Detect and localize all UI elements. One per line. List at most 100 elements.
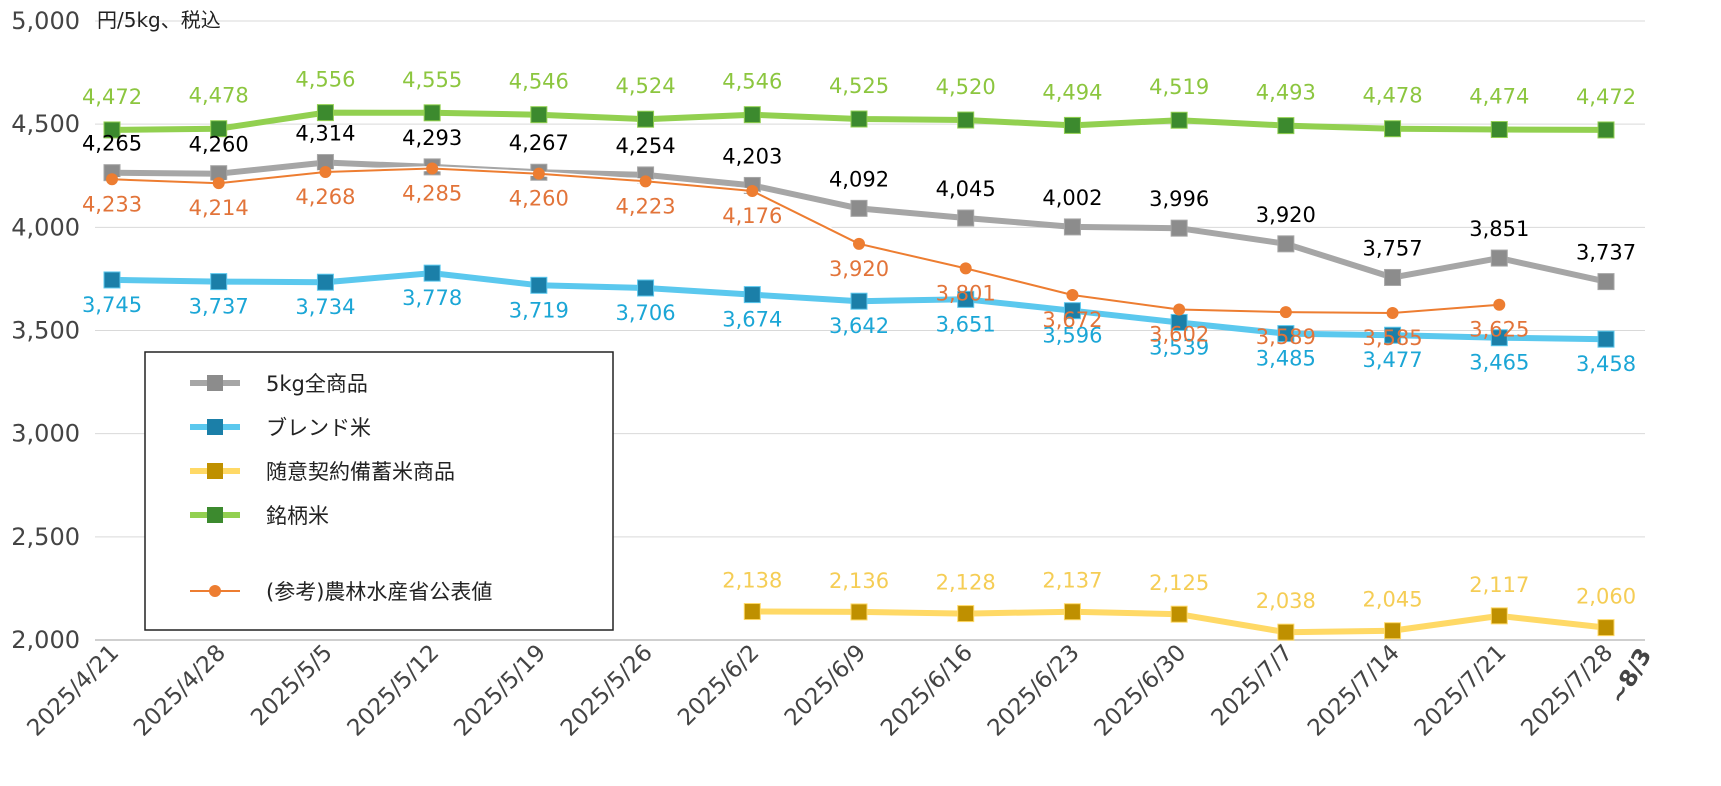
all5kg-point — [1063, 218, 1081, 236]
stockpile-point — [1277, 623, 1295, 641]
blend-data-label: 3,642 — [829, 314, 889, 338]
all5kg-data-label: 4,314 — [295, 122, 355, 146]
maff-data-label: 4,268 — [295, 185, 355, 209]
x-tick-label: 2025/6/23 — [983, 640, 1085, 742]
blend-data-label: 3,485 — [1256, 347, 1316, 371]
stockpile-point — [1490, 607, 1508, 625]
brand-point — [210, 120, 228, 138]
brand-point — [316, 104, 334, 122]
blend-point — [103, 271, 121, 289]
brand-point — [743, 106, 761, 124]
blend-data-label: 3,734 — [295, 295, 355, 319]
maff-point — [639, 175, 652, 188]
maff-data-label: 3,801 — [936, 281, 996, 305]
brand-point — [103, 121, 121, 139]
x-tick-label: 2025/6/2 — [673, 640, 764, 731]
stockpile-data-label: 2,117 — [1469, 573, 1529, 597]
x-tick-label: 2025/7/21 — [1410, 640, 1512, 742]
stockpile-data-label: 2,125 — [1149, 571, 1209, 595]
all5kg-point — [1277, 235, 1295, 253]
blend-data-label: 3,458 — [1576, 352, 1636, 376]
legend-swatch-marker — [207, 507, 223, 523]
legend-label: 銘柄米 — [266, 504, 329, 528]
brand-point — [1384, 120, 1402, 138]
blend-data-label: 3,539 — [1149, 335, 1209, 359]
blend-point — [743, 286, 761, 304]
all5kg-data-label: 4,203 — [722, 144, 782, 168]
legend-swatch-marker — [207, 375, 223, 391]
x-tick-label: 2025/4/28 — [129, 640, 231, 742]
all5kg-point — [1490, 249, 1508, 267]
brand-point — [1490, 121, 1508, 139]
stockpile-point — [743, 603, 761, 621]
brand-data-label: 4,525 — [829, 74, 889, 98]
blend-data-label: 3,596 — [1042, 324, 1102, 348]
maff-point — [853, 237, 865, 250]
brand-data-label: 4,520 — [936, 75, 996, 99]
blend-data-label: 3,706 — [616, 301, 676, 325]
maff-data-label: 3,602 — [1149, 322, 1209, 346]
stockpile-point — [1170, 605, 1188, 623]
maff-data-label: 3,589 — [1256, 325, 1316, 349]
stockpile-data-label: 2,060 — [1576, 585, 1636, 609]
maff-point — [319, 166, 332, 179]
blend-point — [316, 273, 334, 291]
series-lines — [103, 104, 1615, 641]
stockpile-point — [1063, 603, 1081, 621]
maff-data-label: 4,223 — [616, 194, 676, 218]
brand-point — [423, 104, 441, 122]
maff-data-label: 4,285 — [402, 182, 462, 206]
x-tick-label: 2025/5/26 — [556, 640, 658, 742]
brand-data-label: 4,555 — [402, 68, 462, 92]
maff-point — [426, 162, 439, 175]
brand-point — [850, 110, 868, 128]
legend-label: (参考)農林水産省公表値 — [266, 580, 492, 604]
x-tick-label: 2025/7/14 — [1303, 640, 1405, 742]
brand-data-label: 4,472 — [1576, 85, 1636, 109]
legend-swatch-marker — [209, 585, 221, 597]
maff-point — [1386, 306, 1399, 319]
all5kg-data-label: 3,737 — [1576, 241, 1636, 265]
blend-point — [530, 276, 548, 294]
brand-point — [1277, 117, 1295, 135]
legend-swatch-marker — [207, 463, 223, 479]
brand-data-label: 4,494 — [1042, 80, 1102, 104]
blend-point — [423, 264, 441, 282]
maff-point — [106, 173, 118, 186]
blend-point — [637, 279, 655, 297]
legend-label: ブレンド米 — [266, 416, 371, 440]
legend-label: 随意契約備蓄米商品 — [266, 460, 455, 484]
legend-label: 5kg全商品 — [266, 372, 368, 396]
blend-data-label: 3,719 — [509, 298, 569, 322]
blend-point — [1384, 326, 1402, 344]
blend-point — [1597, 330, 1615, 348]
y-tick-label: 2,000 — [11, 626, 80, 654]
maff-point — [1279, 306, 1292, 319]
maff-point — [1493, 298, 1506, 311]
maff-point — [212, 177, 225, 190]
maff-point — [1173, 303, 1186, 316]
maff-data-label: 4,233 — [82, 192, 142, 216]
all5kg-point — [850, 199, 868, 217]
x-tick-label: 2025/5/5 — [246, 640, 337, 731]
x-tick-label: 2025/6/30 — [1090, 640, 1192, 742]
maff-data-label: 3,625 — [1469, 318, 1529, 342]
maff-data-label: 3,920 — [829, 257, 889, 281]
brand-data-label: 4,474 — [1469, 85, 1529, 109]
brand-point — [637, 110, 655, 128]
maff-data-label: 4,176 — [722, 204, 782, 228]
blend-data-label: 3,778 — [402, 286, 462, 310]
x-tick-label: 2025/4/21 — [22, 640, 124, 742]
blend-point — [210, 273, 228, 291]
all5kg-data-label: 4,092 — [829, 167, 889, 191]
maff-point — [1066, 289, 1079, 302]
brand-point — [530, 106, 548, 124]
maff-data-label: 3,585 — [1363, 326, 1423, 350]
blend-data-label: 3,745 — [82, 293, 142, 317]
brand-data-label: 4,546 — [509, 70, 569, 94]
data-labels: 4,265 4,260 4,314 4,293 4,267 4,254 4,203 4,092… — [82, 68, 1636, 614]
stockpile-data-label: 2,138 — [722, 569, 782, 593]
brand-data-label: 4,524 — [616, 74, 676, 98]
